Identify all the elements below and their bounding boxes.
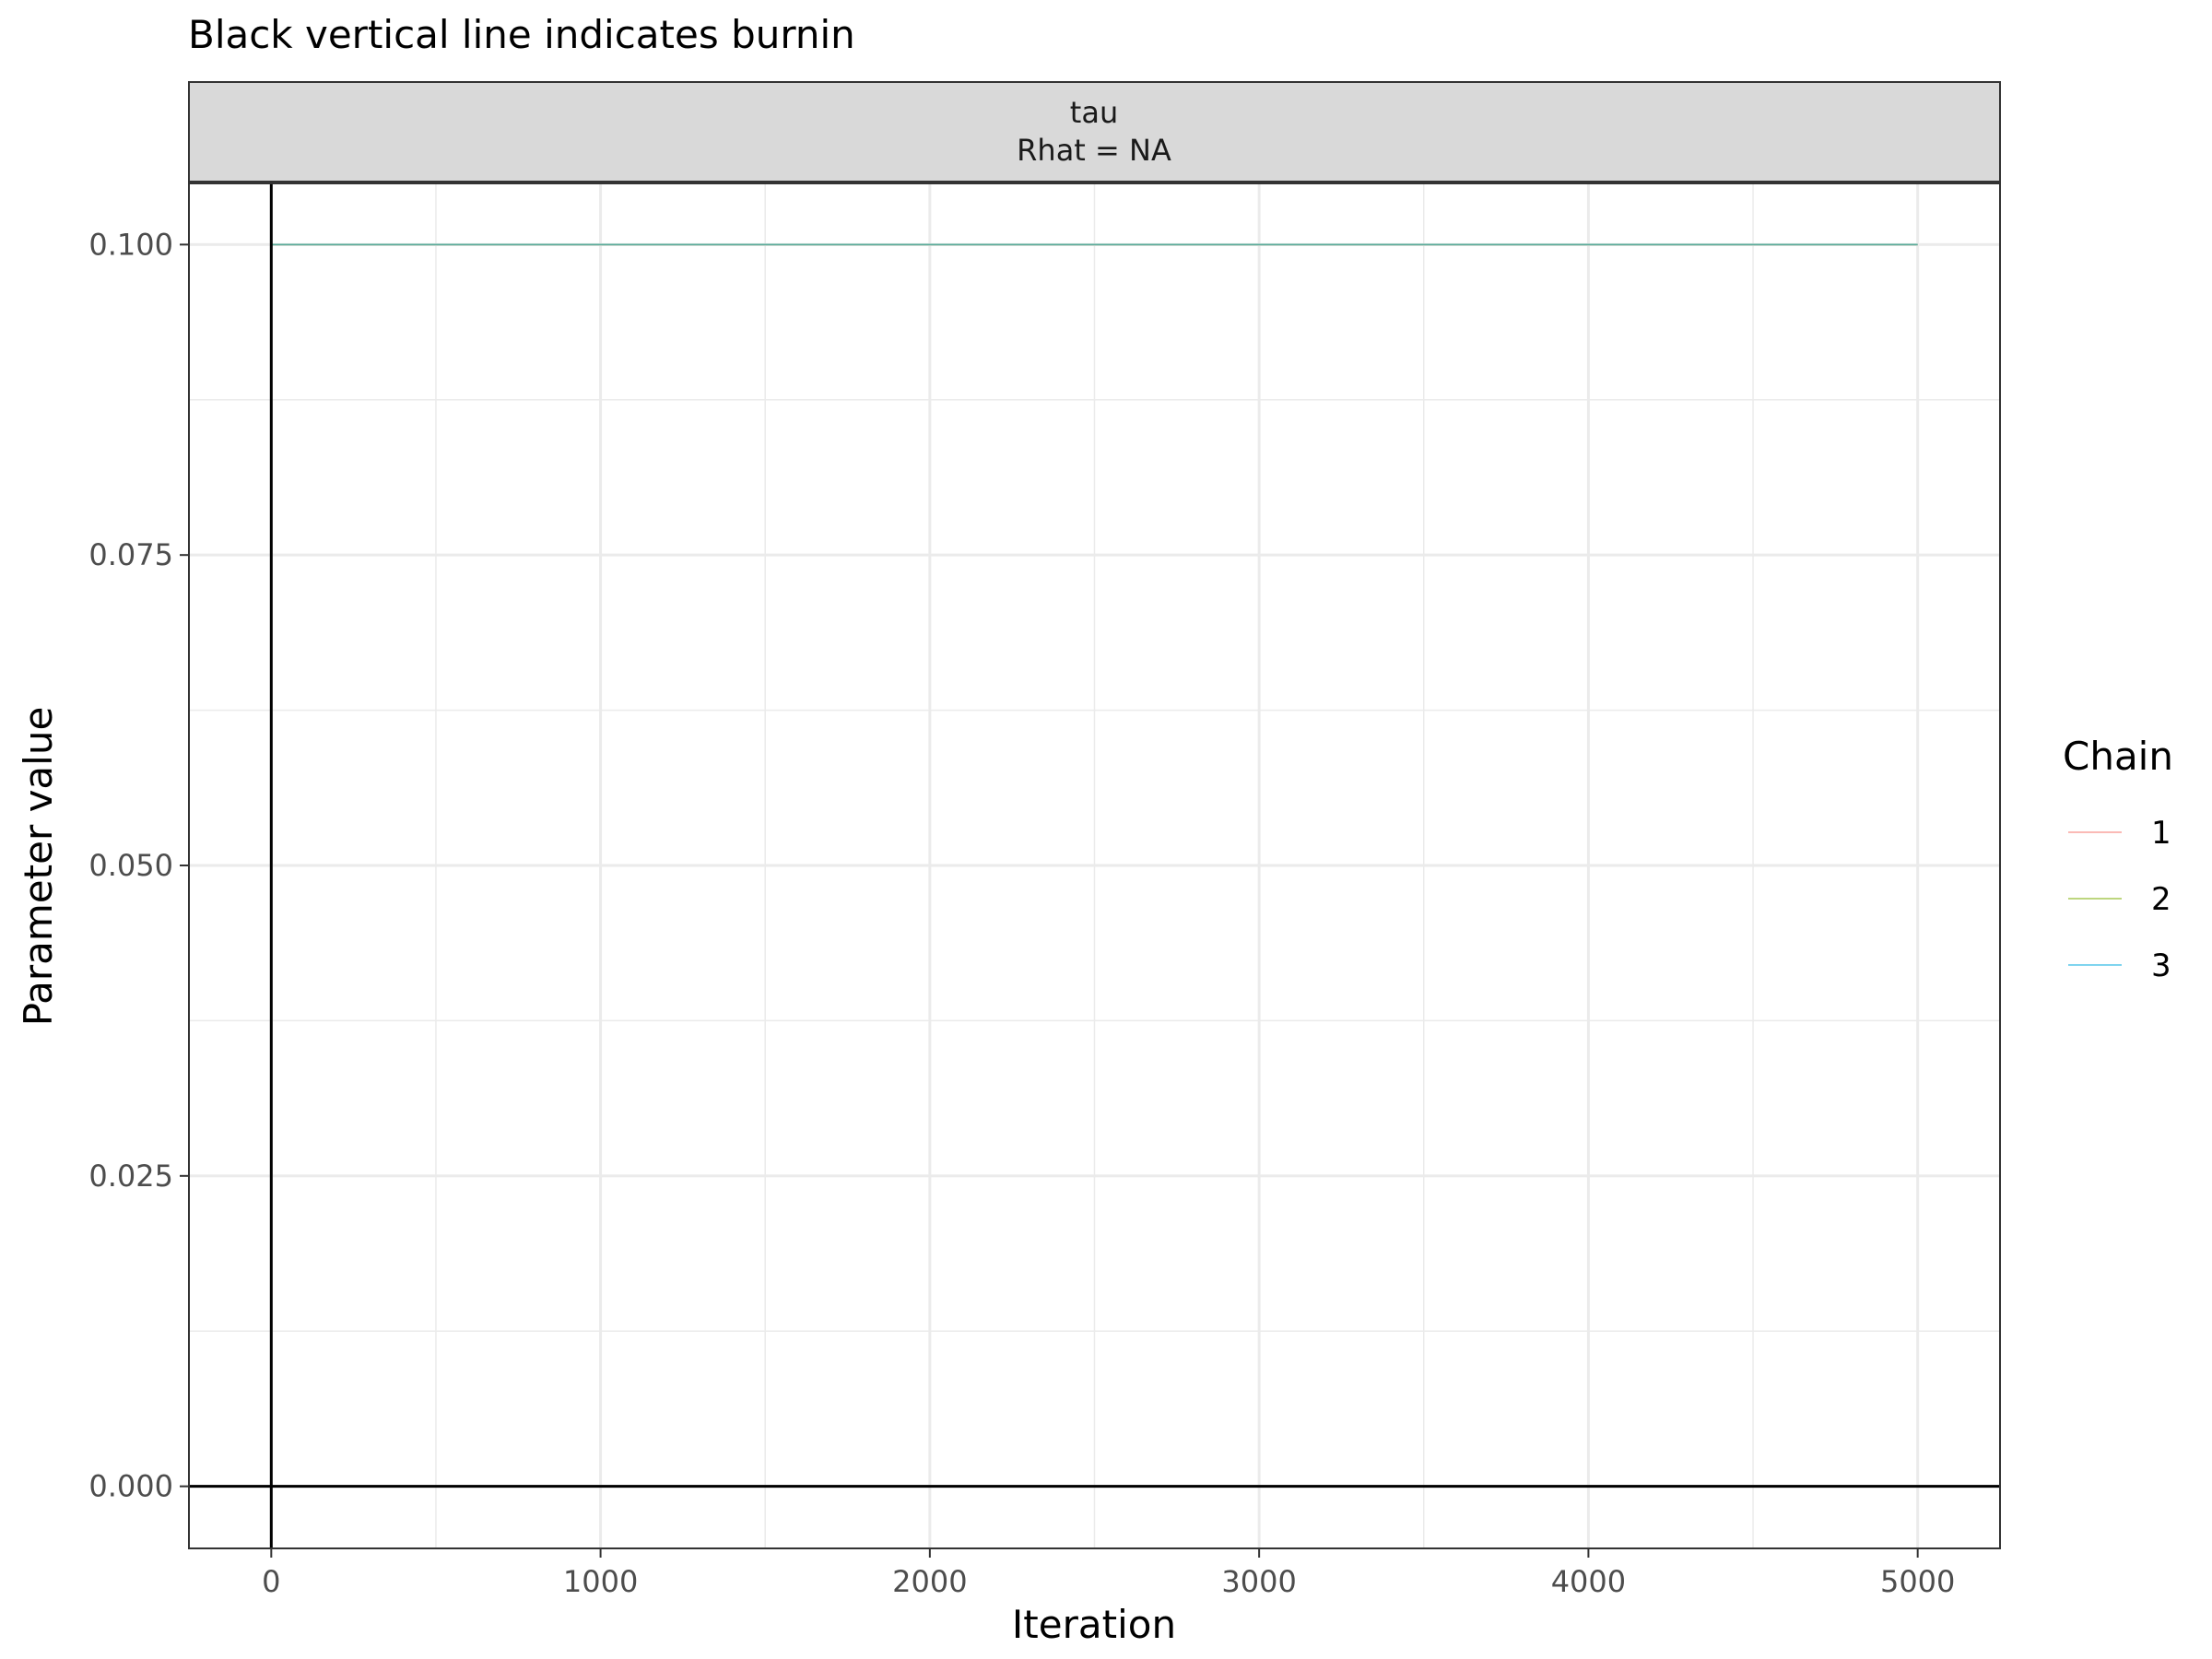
x-tick-label: 3000 bbox=[1221, 1564, 1296, 1599]
x-tick-label: 5000 bbox=[1880, 1564, 1955, 1599]
y-tick-label: 0.050 bbox=[88, 848, 173, 883]
legend-label-chain-2: 2 bbox=[2151, 881, 2171, 918]
x-axis: 0 1000 2000 3000 4000 5000 bbox=[262, 1548, 1955, 1599]
x-tick-label: 4000 bbox=[1551, 1564, 1626, 1599]
y-axis-label: Parameter value bbox=[16, 707, 61, 1027]
x-tick-label: 1000 bbox=[563, 1564, 638, 1599]
y-tick-label: 0.100 bbox=[88, 227, 173, 262]
facet-title: tau bbox=[1070, 95, 1118, 130]
legend-label-chain-1: 1 bbox=[2151, 815, 2171, 852]
x-tick-label: 2000 bbox=[892, 1564, 967, 1599]
legend-label-chain-3: 3 bbox=[2151, 947, 2171, 984]
facet-subtitle: Rhat = NA bbox=[1017, 133, 1171, 168]
chart-title: Black vertical line indicates burnin bbox=[188, 12, 855, 57]
x-tick-label: 0 bbox=[262, 1564, 280, 1599]
y-axis: 0.000 0.025 0.050 0.075 0.100 bbox=[88, 227, 189, 1504]
y-tick-label: 0.075 bbox=[88, 537, 173, 572]
legend-title: Chain bbox=[2063, 734, 2173, 779]
y-tick-label: 0.000 bbox=[88, 1469, 173, 1504]
y-tick-label: 0.025 bbox=[88, 1159, 173, 1194]
x-axis-label: Iteration bbox=[1012, 1602, 1176, 1647]
legend: Chain 1 2 3 bbox=[2063, 734, 2173, 984]
facet-strip bbox=[188, 81, 2001, 183]
